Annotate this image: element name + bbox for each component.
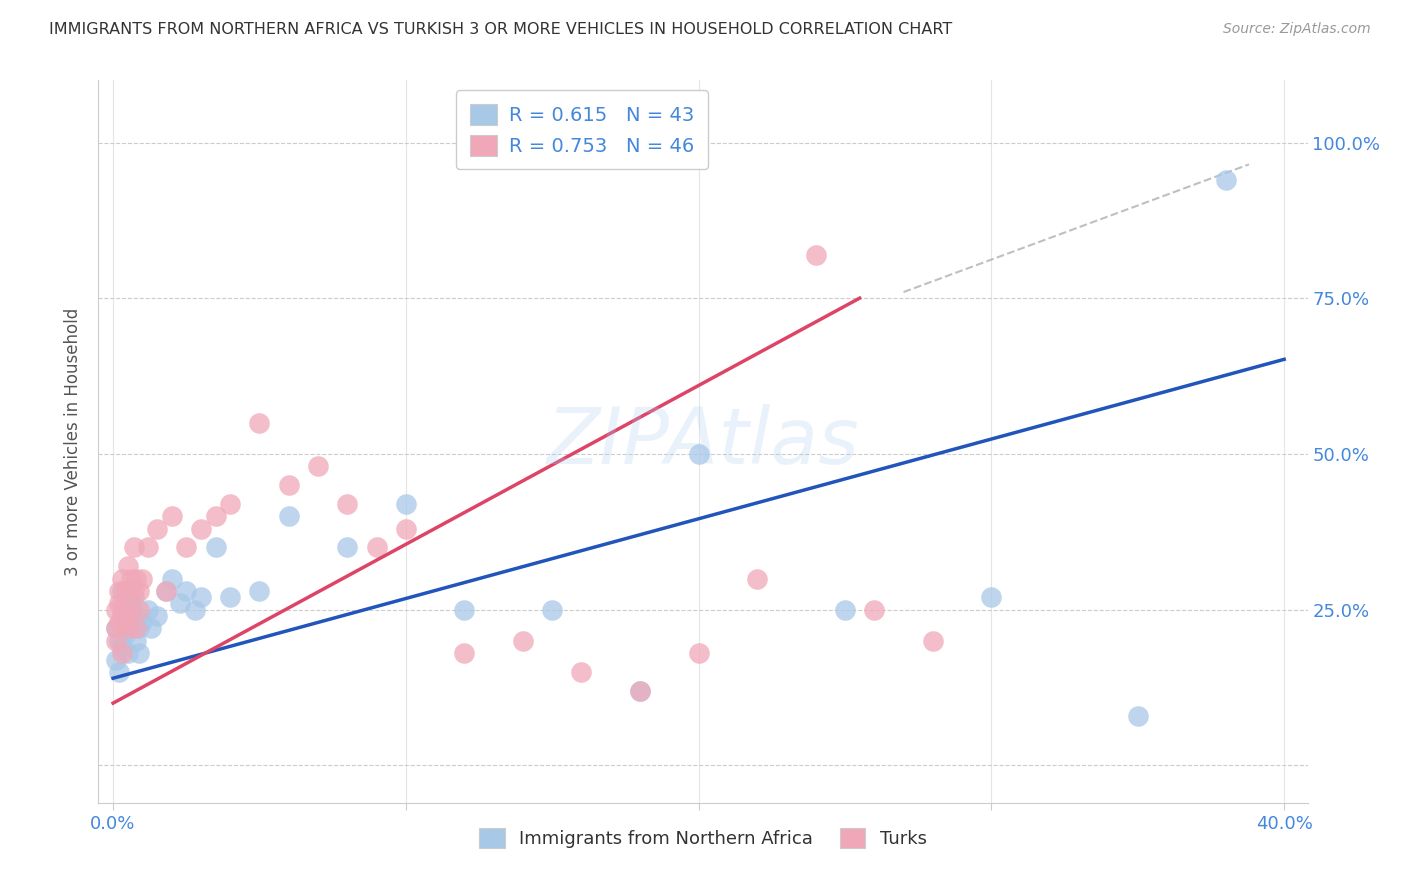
Point <box>136 603 159 617</box>
Point <box>366 541 388 555</box>
Point <box>249 584 271 599</box>
Point <box>336 497 359 511</box>
Text: Source: ZipAtlas.com: Source: ZipAtlas.com <box>1223 22 1371 37</box>
Point <box>747 572 769 586</box>
Point <box>104 621 127 635</box>
Point <box>249 416 271 430</box>
Point <box>125 572 148 586</box>
Point <box>688 646 710 660</box>
Point <box>1215 173 1237 187</box>
Point <box>111 609 134 624</box>
Point <box>114 584 136 599</box>
Point <box>804 248 827 262</box>
Point <box>120 597 142 611</box>
Text: IMMIGRANTS FROM NORTHERN AFRICA VS TURKISH 3 OR MORE VEHICLES IN HOUSEHOLD CORRE: IMMIGRANTS FROM NORTHERN AFRICA VS TURKI… <box>49 22 952 37</box>
Legend: Immigrants from Northern Africa, Turks: Immigrants from Northern Africa, Turks <box>468 817 938 859</box>
Point <box>395 522 418 536</box>
Point <box>512 633 534 648</box>
Point <box>114 615 136 630</box>
Point <box>108 665 131 679</box>
Point <box>122 541 145 555</box>
Point <box>117 584 139 599</box>
Point <box>114 615 136 630</box>
Point <box>120 603 142 617</box>
Point <box>104 621 127 635</box>
Point <box>190 591 212 605</box>
Point <box>571 665 593 679</box>
Point <box>155 584 177 599</box>
Point <box>219 497 242 511</box>
Point <box>111 603 134 617</box>
Point <box>139 621 162 635</box>
Point <box>128 584 150 599</box>
Point <box>108 633 131 648</box>
Point <box>131 615 153 630</box>
Point <box>395 497 418 511</box>
Point <box>834 603 856 617</box>
Point <box>863 603 886 617</box>
Point <box>190 522 212 536</box>
Point <box>120 572 142 586</box>
Point <box>336 541 359 555</box>
Point <box>146 522 169 536</box>
Point <box>104 633 127 648</box>
Point <box>184 603 207 617</box>
Point <box>122 615 145 630</box>
Point <box>541 603 564 617</box>
Point <box>111 572 134 586</box>
Point <box>125 621 148 635</box>
Point <box>174 584 197 599</box>
Point <box>122 591 145 605</box>
Point <box>453 603 475 617</box>
Point <box>120 621 142 635</box>
Point <box>104 603 127 617</box>
Point <box>117 603 139 617</box>
Point <box>174 541 197 555</box>
Point <box>125 633 148 648</box>
Point <box>628 683 651 698</box>
Point <box>117 621 139 635</box>
Point <box>219 591 242 605</box>
Point <box>160 572 183 586</box>
Point <box>128 621 150 635</box>
Y-axis label: 3 or more Vehicles in Household: 3 or more Vehicles in Household <box>65 308 83 575</box>
Point <box>111 646 134 660</box>
Point <box>688 447 710 461</box>
Point <box>117 646 139 660</box>
Point <box>111 640 134 654</box>
Point <box>111 584 134 599</box>
Point <box>204 509 226 524</box>
Point <box>131 572 153 586</box>
Point <box>128 603 150 617</box>
Point <box>160 509 183 524</box>
Point <box>108 615 131 630</box>
Point <box>136 541 159 555</box>
Point <box>277 478 299 492</box>
Text: ZIPAtlas: ZIPAtlas <box>547 403 859 480</box>
Point <box>980 591 1002 605</box>
Point <box>117 559 139 574</box>
Point <box>1126 708 1149 723</box>
Point <box>155 584 177 599</box>
Point <box>169 597 191 611</box>
Point <box>204 541 226 555</box>
Point <box>108 584 131 599</box>
Point <box>146 609 169 624</box>
Point <box>125 609 148 624</box>
Point <box>921 633 943 648</box>
Point <box>104 652 127 666</box>
Point <box>128 646 150 660</box>
Point <box>122 584 145 599</box>
Point <box>628 683 651 698</box>
Point <box>277 509 299 524</box>
Point <box>307 459 329 474</box>
Point <box>453 646 475 660</box>
Point <box>114 627 136 641</box>
Point <box>108 597 131 611</box>
